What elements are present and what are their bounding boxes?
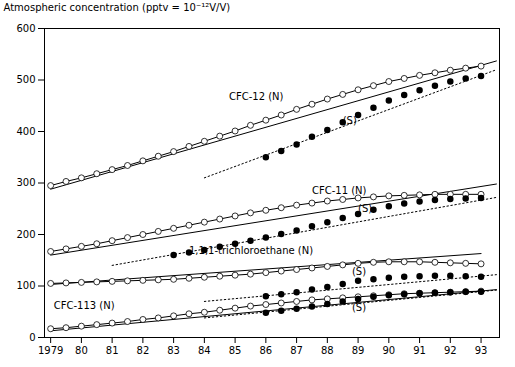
svg-text:83: 83 <box>167 345 180 356</box>
svg-text:CFC-113 (N): CFC-113 (N) <box>54 300 115 311</box>
svg-text:100: 100 <box>16 280 35 291</box>
svg-text:85: 85 <box>229 345 242 356</box>
svg-text:1,1,1-trichloroethane (N): 1,1,1-trichloroethane (N) <box>189 245 313 256</box>
svg-text:81: 81 <box>106 345 119 356</box>
svg-text:200: 200 <box>16 229 35 240</box>
svg-text:92: 92 <box>444 345 457 356</box>
svg-text:Atmospheric concentration (ppt: Atmospheric concentration (pptv = 10⁻¹²V… <box>4 2 231 13</box>
svg-text:82: 82 <box>137 345 150 356</box>
svg-text:80: 80 <box>75 345 88 356</box>
svg-text:91: 91 <box>413 345 426 356</box>
svg-text:600: 600 <box>16 23 35 34</box>
svg-text:89: 89 <box>352 345 365 356</box>
svg-text:500: 500 <box>16 74 35 85</box>
svg-text:87: 87 <box>290 345 303 356</box>
svg-text:90: 90 <box>382 345 395 356</box>
svg-text:(S): (S) <box>358 203 372 214</box>
svg-text:86: 86 <box>259 345 272 356</box>
svg-text:88: 88 <box>321 345 334 356</box>
svg-text:0: 0 <box>29 332 35 343</box>
svg-text:(S): (S) <box>352 266 366 277</box>
svg-text:93: 93 <box>475 345 488 356</box>
svg-text:84: 84 <box>198 345 211 356</box>
svg-text:1979: 1979 <box>38 345 63 356</box>
svg-text:(S): (S) <box>352 302 366 313</box>
svg-text:300: 300 <box>16 177 35 188</box>
svg-text:CFC-11 (N): CFC-11 (N) <box>312 185 367 196</box>
svg-text:400: 400 <box>16 126 35 137</box>
svg-text:CFC-12 (N): CFC-12 (N) <box>229 91 284 102</box>
svg-text:(S): (S) <box>343 115 357 126</box>
